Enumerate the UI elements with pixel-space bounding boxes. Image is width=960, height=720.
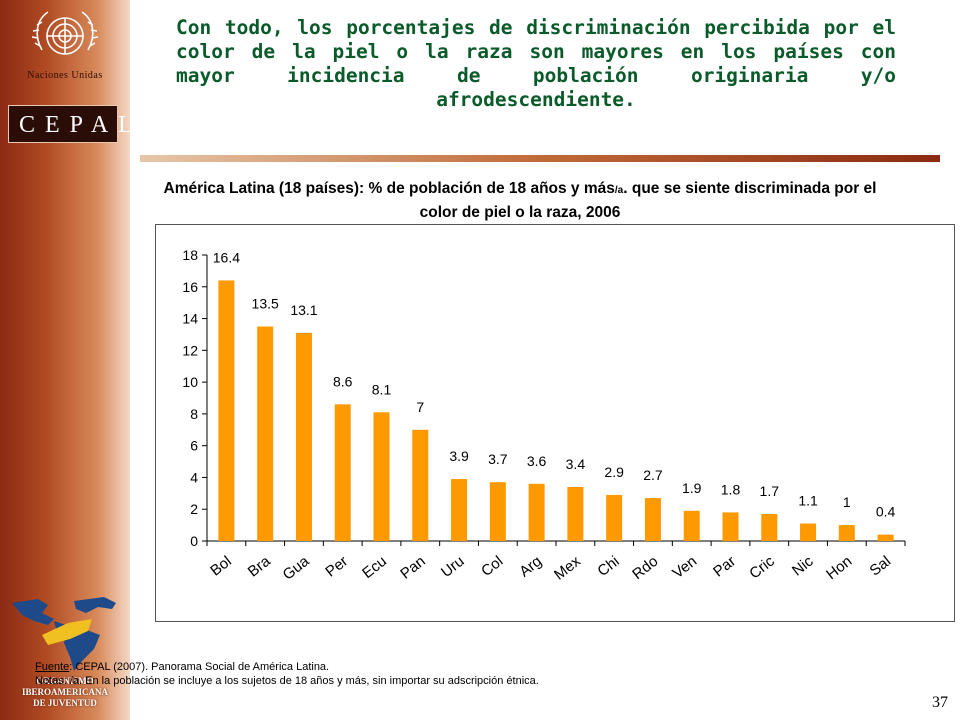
bar-ven (683, 510, 700, 541)
data-label: 1.9 (682, 480, 702, 496)
data-label: 0.4 (876, 504, 896, 520)
bar-per (334, 404, 351, 541)
x-tick-label: Mex (551, 552, 584, 583)
y-tick-label: 6 (190, 438, 198, 454)
chart-title-rest: . que se siente discriminada por el colo… (419, 180, 877, 221)
y-tick-label: 10 (182, 374, 198, 390)
x-tick-label: Col (478, 553, 506, 580)
bar-pan (412, 429, 429, 541)
y-tick-label: 18 (182, 247, 198, 263)
chart-title-main: América Latina (18 países): % de poblaci… (163, 180, 615, 197)
x-tick-label: Gua (280, 552, 313, 583)
cepal-logo: CEPAL (8, 105, 133, 143)
americas-map-logo-icon (8, 595, 120, 675)
data-label: 2.9 (604, 464, 624, 480)
x-tick-label: Pan (397, 553, 429, 583)
sidebar-brand-strip: Naciones Unidas CEPAL ORGANISMO IBEROAME… (0, 0, 133, 720)
bar-nic (800, 523, 817, 541)
data-label: 13.1 (290, 302, 317, 318)
y-tick-label: 2 (190, 501, 198, 517)
data-label: 3.9 (449, 448, 469, 464)
bar-arg (528, 483, 545, 541)
bar-bol (218, 280, 235, 541)
footnotes: Fuente: CEPAL (2007). Panorama Social de… (35, 660, 539, 688)
org-name-line: IBEROAMERICANA (21, 687, 108, 697)
bar-bra (257, 326, 274, 541)
y-tick-label: 14 (182, 311, 198, 327)
x-tick-label: Ecu (359, 553, 390, 582)
x-tick-label: Arg (516, 553, 545, 581)
source-label: Fuente (35, 661, 70, 673)
source-note: Fuente: CEPAL (2007). Panorama Social de… (35, 660, 539, 674)
data-label: 8.1 (372, 381, 392, 397)
bar-cric (761, 513, 778, 541)
bar-gua (295, 332, 312, 541)
data-label: 3.4 (566, 456, 586, 472)
bar-sal (877, 534, 894, 541)
notes-text: Notas: /a. En la población se incluye a … (35, 675, 539, 687)
x-tick-label: Cric (746, 552, 778, 582)
data-label: 7 (416, 399, 424, 415)
data-label: 13.5 (252, 296, 279, 312)
page-number: 37 (932, 694, 948, 711)
bar-chi (606, 494, 623, 541)
data-label: 1 (843, 494, 851, 510)
data-label: 2.7 (643, 467, 663, 483)
x-tick-label: Chi (594, 553, 622, 580)
bar-mex (567, 486, 584, 541)
source-text: : CEPAL (2007). Panorama Social de Améri… (69, 661, 330, 673)
x-tick-label: Ven (669, 553, 700, 582)
slide-title: Con todo, los porcentajes de discriminac… (176, 16, 896, 111)
data-label: 3.6 (527, 453, 547, 469)
y-tick-label: 8 (190, 406, 198, 422)
chart-area: 0 2 4 6 8 10 12 14 16 18 16.4 Bol 13.5 Bra 13.1 Gua 8.6 P… (155, 224, 955, 622)
bar-par (722, 512, 739, 541)
bar-chart: 0 2 4 6 8 10 12 14 16 18 16.4 Bol 13.5 Bra 13.1 Gua 8.6 P… (182, 247, 906, 584)
data-label: 16.4 (213, 249, 240, 265)
x-tick-label: Hon (823, 553, 855, 583)
x-tick-label: Par (710, 553, 739, 581)
data-label: 1.7 (760, 483, 780, 499)
bar-col (489, 482, 506, 541)
x-tick-label: Rdo (629, 553, 661, 583)
data-label: 3.7 (488, 451, 508, 467)
data-label: 8.6 (333, 373, 353, 389)
organization-name: ORGANISMO IBEROAMERICANA DE JUVENTUD (0, 676, 130, 709)
x-tick-label: Uru (438, 553, 468, 581)
data-label: 1.8 (721, 481, 741, 497)
x-tick-label: Sal (867, 553, 895, 580)
title-divider (140, 155, 940, 162)
org-name-line: ORGANISMO (36, 676, 94, 686)
data-label: 1.1 (798, 493, 818, 509)
x-tick-label: Per (322, 553, 351, 581)
x-tick-label: Bol (207, 553, 235, 580)
chart-title: América Latina (18 países): % de poblaci… (155, 178, 885, 224)
y-tick-label: 4 (190, 469, 198, 485)
bar-uru (451, 479, 468, 541)
y-tick-label: 12 (182, 342, 198, 358)
y-tick-label: 16 (182, 279, 198, 295)
bar-hon (838, 525, 855, 541)
un-name-text: Naciones Unidas (27, 70, 103, 81)
bar-rdo (644, 498, 661, 541)
bar-ecu (373, 412, 390, 541)
chart-title-footnote-mark: /a (614, 185, 624, 196)
un-emblem-icon (28, 6, 102, 70)
y-tick-label: 0 (190, 533, 198, 549)
org-name-line: DE JUVENTUD (33, 698, 97, 708)
x-tick-label: Nic (789, 552, 817, 579)
x-tick-label: Bra (245, 552, 274, 580)
